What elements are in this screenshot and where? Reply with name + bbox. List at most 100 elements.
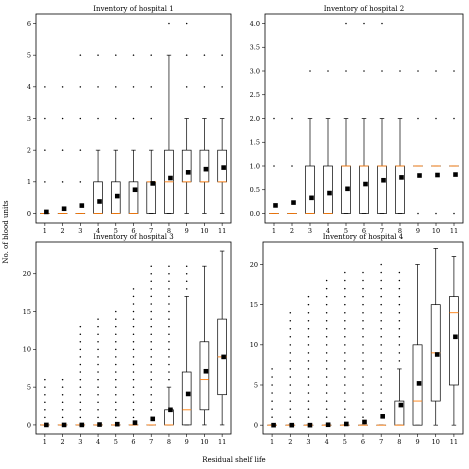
flier-point: [168, 356, 170, 358]
mean-marker: [114, 193, 120, 199]
y-tick-label: 4.0: [250, 20, 260, 28]
flier-point: [61, 149, 64, 151]
flier-point: [44, 86, 46, 88]
flier-point: [132, 356, 135, 358]
box-5: [341, 22, 351, 214]
flier-point: [271, 392, 273, 394]
flier-point: [398, 352, 401, 354]
flier-point: [362, 400, 364, 402]
box-10: [431, 70, 441, 215]
mean-marker: [185, 391, 191, 397]
flier-point: [97, 371, 99, 373]
box-8: [164, 265, 174, 426]
flier-point: [115, 54, 117, 56]
flier-point: [307, 336, 310, 338]
flier-point: [168, 363, 170, 366]
figure-xlabel: Residual shelf life: [202, 456, 265, 464]
mean-marker: [221, 165, 226, 170]
flier-point: [307, 328, 310, 330]
mean-marker: [132, 187, 138, 193]
box-9: [181, 265, 192, 426]
flier-point: [344, 287, 346, 290]
x-tick-label: 8: [398, 227, 402, 235]
mean-marker: [380, 414, 385, 419]
mean-marker: [417, 173, 422, 178]
axes-frame: [262, 241, 464, 435]
mean-marker: [114, 421, 120, 427]
y-tick-label: 2.5: [250, 91, 260, 99]
flier-point: [115, 341, 117, 343]
flier-point: [273, 165, 275, 167]
flier-point: [150, 117, 152, 120]
x-tick-label: 6: [131, 438, 135, 446]
flier-point: [345, 22, 347, 25]
flier-point: [325, 400, 328, 402]
mean-marker: [61, 206, 67, 212]
flier-point: [380, 368, 382, 370]
flier-point: [61, 117, 64, 120]
box-10: [199, 265, 210, 426]
box-3: [75, 54, 86, 214]
box-5: [110, 310, 121, 427]
flier-point: [289, 376, 292, 378]
panel-title: Inventory of hospital 4: [323, 233, 404, 241]
x-tick-label: 9: [185, 438, 189, 446]
box-9: [181, 22, 192, 214]
flier-point: [79, 348, 82, 351]
flier-point: [115, 86, 117, 88]
box-9: [412, 264, 423, 426]
flier-point: [168, 310, 170, 313]
flier-point: [344, 303, 346, 306]
flier-point: [185, 86, 188, 88]
flier-point: [380, 287, 382, 290]
flier-point: [79, 401, 82, 404]
x-tick-label: 3: [308, 227, 312, 235]
flier-point: [115, 393, 117, 396]
flier-point: [150, 86, 152, 88]
x-tick-label: 4: [326, 227, 330, 235]
x-tick-label: 2: [61, 438, 65, 446]
x-tick-label: 7: [149, 227, 153, 235]
flier-point: [325, 408, 328, 410]
flier-point: [150, 318, 152, 320]
y-tick-label: 5: [254, 381, 258, 389]
flier-point: [271, 400, 273, 402]
flier-point: [271, 384, 273, 386]
flier-point: [417, 117, 419, 120]
flier-point: [325, 336, 328, 338]
flier-point: [398, 279, 401, 282]
flier-point: [453, 70, 455, 72]
mean-marker: [291, 200, 296, 205]
box-3: [303, 295, 314, 428]
mean-marker: [363, 181, 368, 187]
flier-point: [325, 392, 328, 394]
flier-point: [150, 371, 152, 373]
flier-point: [289, 384, 292, 386]
flier-point: [398, 319, 401, 322]
mean-marker: [168, 407, 173, 413]
x-tick-label: 5: [344, 227, 348, 235]
y-tick-label: 3.5: [250, 44, 260, 52]
flier-point: [344, 400, 346, 402]
flier-point: [79, 117, 82, 120]
flier-point: [362, 416, 364, 418]
mean-marker: [309, 195, 314, 201]
flier-point: [362, 287, 364, 290]
box-5: [339, 271, 350, 427]
y-tick-label: 15: [250, 301, 258, 309]
mean-marker: [381, 177, 386, 183]
mean-marker: [345, 186, 350, 192]
flier-point: [132, 303, 135, 305]
flier-point: [325, 319, 328, 322]
mean-marker: [168, 175, 173, 181]
flier-point: [307, 311, 310, 314]
flier-point: [325, 368, 328, 370]
box-6: [128, 288, 139, 426]
flier-point: [307, 416, 310, 418]
flier-point: [203, 54, 206, 56]
x-tick-label: 2: [61, 227, 65, 235]
flier-point: [150, 341, 152, 343]
box-8: [164, 22, 174, 214]
flier-point: [61, 86, 64, 88]
flier-point: [115, 386, 117, 388]
